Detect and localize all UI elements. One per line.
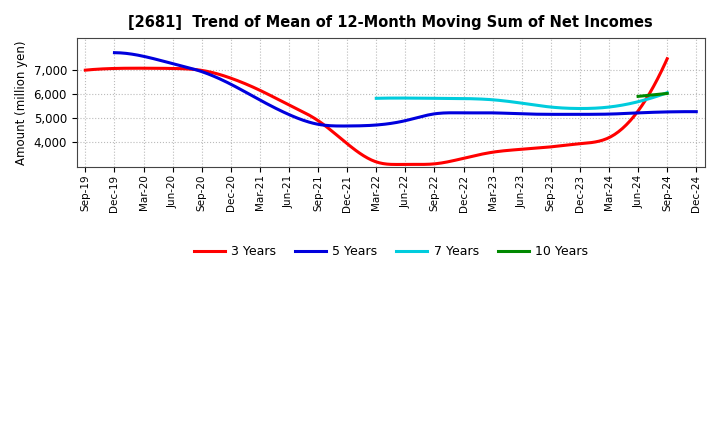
7 Years xyxy=(372,95,381,101)
3 Years xyxy=(428,161,436,167)
Title: [2681]  Trend of Mean of 12-Month Moving Sum of Net Incomes: [2681] Trend of Mean of 12-Month Moving … xyxy=(128,15,653,30)
10 Years xyxy=(634,94,642,99)
Line: 7 Years: 7 Years xyxy=(377,93,667,109)
5 Years xyxy=(459,110,467,116)
Line: 3 Years: 3 Years xyxy=(86,59,667,165)
5 Years xyxy=(338,123,346,128)
3 Years xyxy=(663,56,672,62)
3 Years xyxy=(611,132,619,137)
7 Years xyxy=(545,104,554,110)
7 Years xyxy=(373,95,382,101)
5 Years xyxy=(468,110,477,116)
7 Years xyxy=(636,99,645,104)
5 Years xyxy=(603,111,611,117)
7 Years xyxy=(544,104,553,110)
3 Years xyxy=(573,141,582,147)
Line: 5 Years: 5 Years xyxy=(114,53,696,126)
3 Years xyxy=(429,161,438,167)
5 Years xyxy=(456,110,465,115)
7 Years xyxy=(576,106,585,111)
Line: 10 Years: 10 Years xyxy=(638,93,667,96)
5 Years xyxy=(639,110,648,115)
3 Years xyxy=(392,162,401,167)
5 Years xyxy=(692,109,701,114)
3 Years xyxy=(81,67,90,73)
7 Years xyxy=(663,90,672,95)
10 Years xyxy=(663,91,672,96)
Legend: 3 Years, 5 Years, 7 Years, 10 Years: 3 Years, 5 Years, 7 Years, 10 Years xyxy=(189,240,593,263)
5 Years xyxy=(112,50,121,55)
Y-axis label: Amount (million yen): Amount (million yen) xyxy=(15,40,28,165)
5 Years xyxy=(110,50,119,55)
3 Years xyxy=(439,160,448,165)
7 Years xyxy=(618,103,626,108)
7 Years xyxy=(550,105,559,110)
3 Years xyxy=(83,67,91,73)
